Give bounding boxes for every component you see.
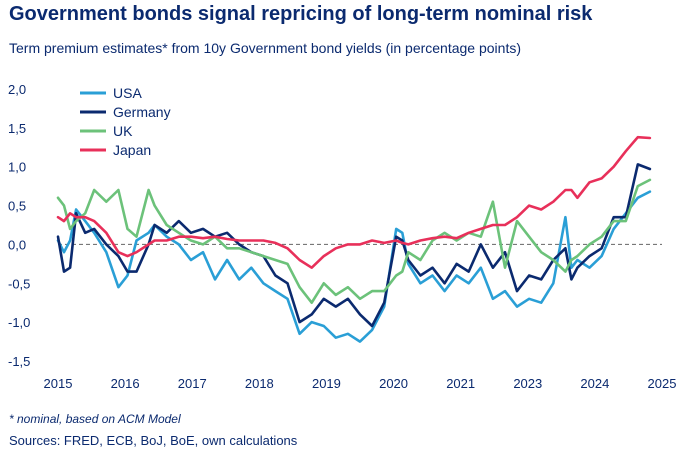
legend-label-germany: Germany <box>113 104 171 120</box>
y-tick-label: 0,0 <box>8 237 26 252</box>
y-tick-label: -1,0 <box>8 315 30 330</box>
x-tick-label: 2020 <box>379 376 408 391</box>
y-tick-label: -1,5 <box>8 354 30 369</box>
legend-label-uk: UK <box>113 123 133 139</box>
x-tick-label: 2018 <box>245 376 274 391</box>
chart-subtitle: Term premium estimates* from 10y Governm… <box>9 40 521 56</box>
x-tick-label: 2016 <box>111 376 140 391</box>
y-tick-label: 2,0 <box>8 82 26 97</box>
legend-label-usa: USA <box>113 85 142 101</box>
x-tick-label: 2017 <box>178 376 207 391</box>
legend-label-japan: Japan <box>113 142 151 158</box>
footnote: * nominal, based on ACM Model <box>9 412 181 426</box>
y-tick-label: 1,0 <box>8 160 26 175</box>
series-line-japan <box>56 135 652 269</box>
x-tick-label: 2023 <box>513 376 542 391</box>
series-line-usa <box>56 190 652 343</box>
series-line-uk <box>56 178 652 304</box>
x-tick-label: 2015 <box>44 376 73 391</box>
chart-title: Government bonds signal repricing of lon… <box>9 3 593 25</box>
x-tick-label: 2025 <box>648 376 677 391</box>
x-tick-label: 2024 <box>580 376 609 391</box>
line-chart: 2,0 1,5 1,0 0,5 0,0 -0,5 -1,0 -1,5 2015 2016 2017 2… <box>8 82 677 391</box>
y-tick-label: 1,5 <box>8 121 26 136</box>
x-tick-label: 2019 <box>312 376 341 391</box>
y-tick-label: 0,5 <box>8 199 26 214</box>
sources-note: Sources: FRED, ECB, BoJ, BoE, own calcul… <box>9 433 298 448</box>
y-tick-label: -0,5 <box>8 276 30 291</box>
x-tick-label: 2021 <box>446 376 475 391</box>
